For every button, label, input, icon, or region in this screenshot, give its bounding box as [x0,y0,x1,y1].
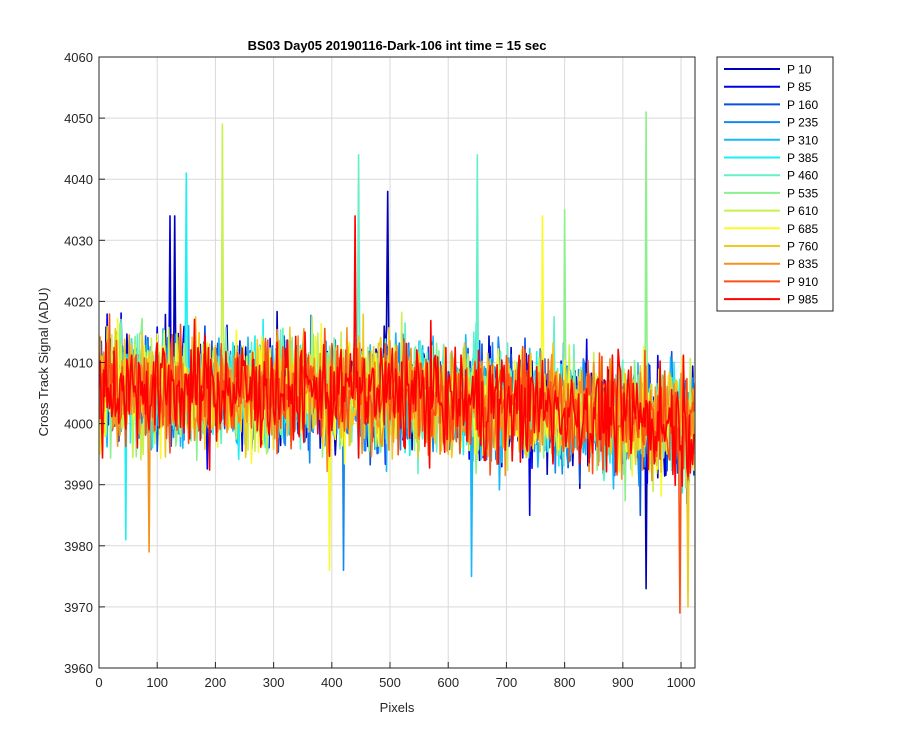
y-axis-label: Cross Track Signal (ADU) [36,288,51,437]
x-tick-label: 100 [146,675,168,690]
legend-label: P 85 [787,80,812,94]
x-axis-label: Pixels [380,700,415,715]
x-tick-label: 0 [95,675,102,690]
x-tick-label: 600 [437,675,459,690]
y-tick-label: 4000 [64,417,93,432]
legend-label: P 910 [787,275,818,289]
y-tick-label: 3980 [64,539,93,554]
y-tick-label: 4050 [64,111,93,126]
x-axis-ticks: 0 100 200 300 400 500 600 700 800 900 1000 [95,662,695,690]
y-tick-label: 4040 [64,172,93,187]
y-tick-label: 4060 [64,50,93,65]
x-tick-label: 1000 [667,675,696,690]
x-tick-label: 900 [612,675,634,690]
data-series [99,111,695,614]
x-tick-label: 500 [379,675,401,690]
legend-label: P 685 [787,222,818,236]
legend-label: P 385 [787,151,818,165]
legend-label: P 235 [787,116,818,130]
legend-label: P 760 [787,240,818,254]
legend-label: P 310 [787,133,818,147]
chart-title: BS03 Day05 20190116-Dark-106 int time = … [248,38,547,53]
x-tick-label: 200 [205,675,227,690]
legend-label: P 610 [787,204,818,218]
y-axis-ticks: 3960 3970 3980 3990 4000 4010 4020 4030 4040 4050… [64,50,105,676]
legend-label: P 535 [787,186,818,200]
x-tick-label: 400 [321,675,343,690]
legend-label: P 835 [787,257,818,271]
y-tick-label: 3990 [64,478,93,493]
y-tick-label: 3960 [64,661,93,676]
x-tick-label: 800 [554,675,576,690]
series-line-p-985 [99,215,695,487]
y-tick-label: 4010 [64,356,93,371]
x-tick-label: 700 [496,675,518,690]
legend-box [716,56,834,312]
y-tick-label: 3970 [64,600,93,615]
legend-label: P 460 [787,169,818,183]
legend: P 10 P 85 P 160 P 235 P 310 P 385 P 460 P 535 P … [716,56,834,312]
y-tick-label: 4020 [64,294,93,309]
legend-label: P 10 [787,63,812,77]
y-tick-label: 4030 [64,233,93,248]
x-tick-label: 300 [263,675,285,690]
legend-label: P 160 [787,98,818,112]
legend-label: P 985 [787,293,818,307]
